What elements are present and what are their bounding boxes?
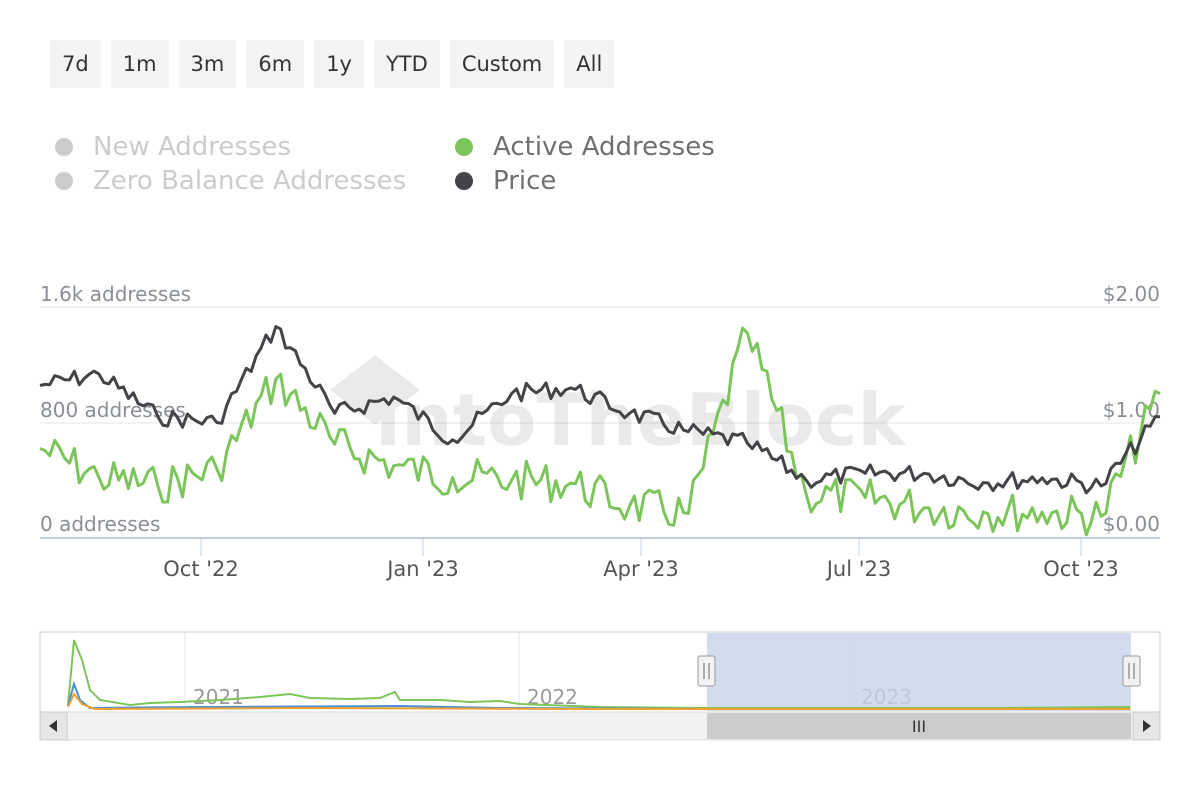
navigator-active-line xyxy=(67,639,1131,709)
range-ytd-button[interactable]: YTD xyxy=(373,40,440,88)
scrollbar-thumb[interactable] xyxy=(707,713,1131,739)
chart-legend: New Addresses Zero Balance Addresses Act… xyxy=(55,132,815,202)
handle-right-icon[interactable] xyxy=(1122,655,1141,687)
arrow-left-icon xyxy=(49,720,57,732)
range-custom-button[interactable]: Custom xyxy=(449,40,555,88)
scrollbar-grip-icon: III xyxy=(912,717,926,736)
arrow-right-icon xyxy=(1143,720,1151,732)
navigator-left-handle[interactable] xyxy=(697,655,716,687)
legend-label: New Addresses xyxy=(93,132,292,162)
legend-dot-icon xyxy=(455,172,473,190)
legend-label: Zero Balance Addresses xyxy=(93,166,407,196)
range-1y-button[interactable]: 1y xyxy=(314,40,364,88)
legend-label: Active Addresses xyxy=(493,132,715,162)
legend-dot-icon xyxy=(55,138,73,156)
range-3m-button[interactable]: 3m xyxy=(178,40,237,88)
legend-new-addresses[interactable]: New Addresses xyxy=(55,132,291,162)
navigator-selected-range[interactable] xyxy=(707,633,1131,711)
legend-price[interactable]: Price xyxy=(455,166,556,196)
range-7d-button[interactable]: 7d xyxy=(50,40,101,88)
range-selector: 7d 1m 3m 6m 1y YTD Custom All xyxy=(50,40,615,88)
handle-left-icon[interactable] xyxy=(697,655,716,687)
navigator-right-handle[interactable] xyxy=(1122,655,1141,687)
legend-label: Price xyxy=(493,166,557,196)
navigator-zero-balance-line xyxy=(67,692,1130,711)
legend-dot-icon xyxy=(455,138,473,156)
navigator-year-label: 2021 xyxy=(193,685,244,709)
range-all-button[interactable]: All xyxy=(564,40,615,88)
range-1m-button[interactable]: 1m xyxy=(110,40,169,88)
legend-dot-icon xyxy=(55,172,73,190)
legend-zero-balance-addresses[interactable]: Zero Balance Addresses xyxy=(55,166,406,196)
legend-active-addresses[interactable]: Active Addresses xyxy=(455,132,715,162)
range-6m-button[interactable]: 6m xyxy=(246,40,305,88)
